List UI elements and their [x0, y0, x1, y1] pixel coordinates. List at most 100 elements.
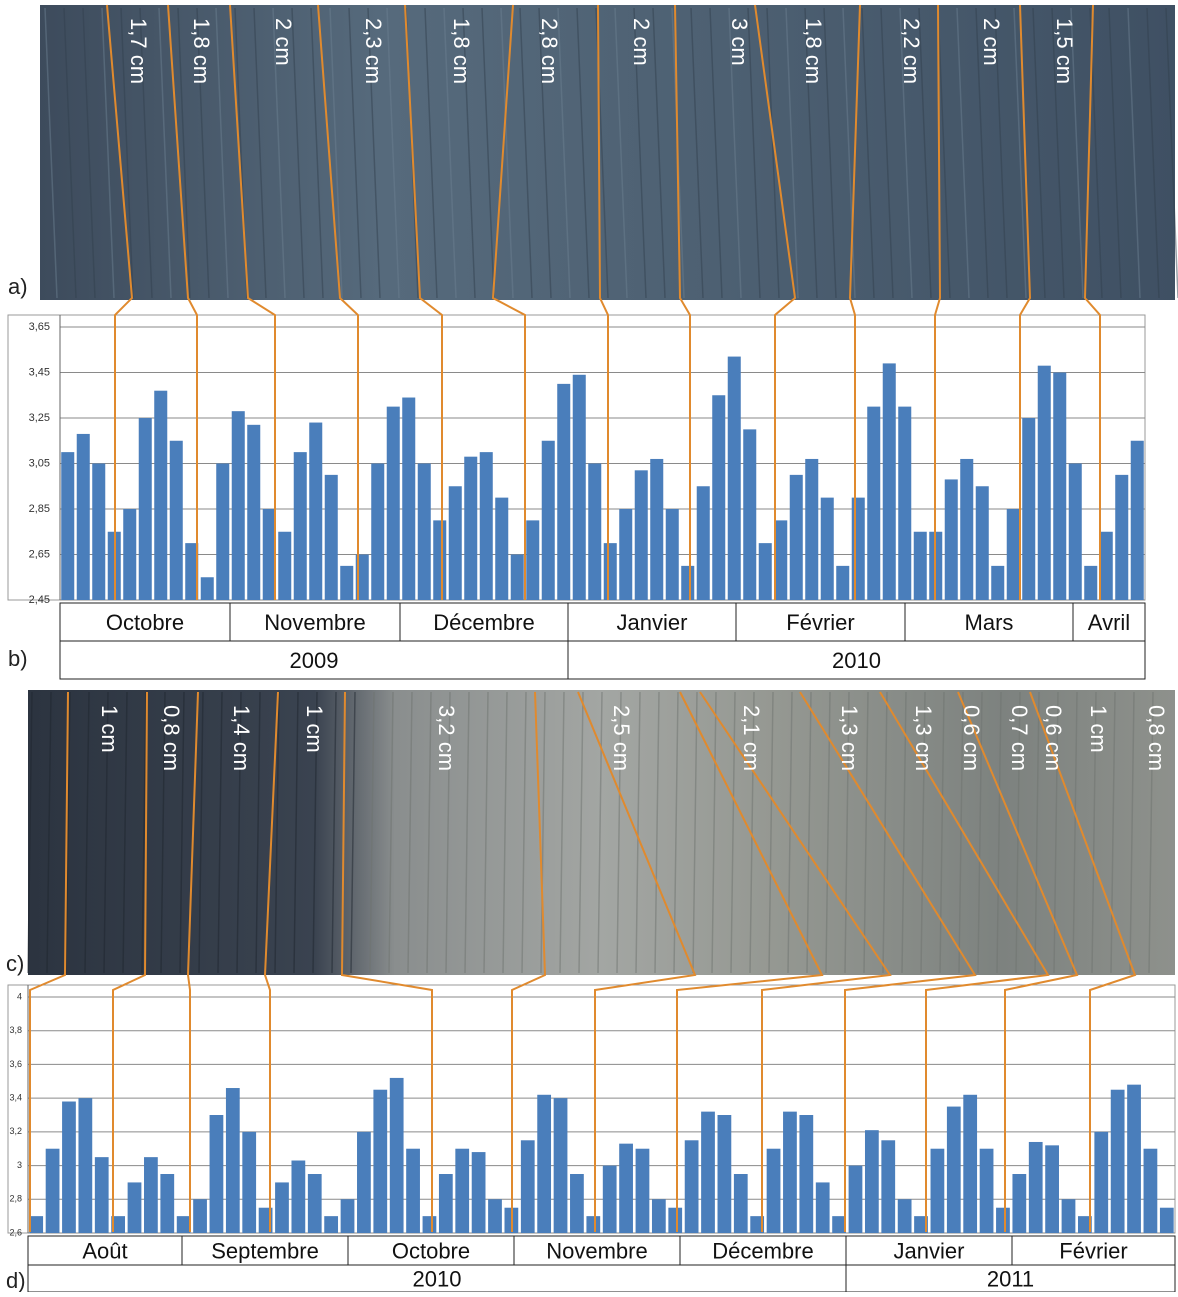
bar [1094, 1131, 1109, 1233]
layer-thickness: 2 cm [629, 18, 654, 66]
month-label: Avril [1088, 610, 1130, 635]
bar [897, 1199, 912, 1233]
layer-boundary [879, 691, 1050, 1232]
bar [717, 1115, 732, 1233]
streak [977, 691, 983, 974]
bar [526, 520, 540, 600]
layer-thickness: 2,3 cm [361, 18, 386, 84]
streak [692, 691, 698, 974]
layer-thickness: 2 cm [271, 18, 296, 66]
bar [946, 1106, 961, 1233]
streak [1072, 691, 1078, 974]
bar [602, 1165, 617, 1233]
bar [588, 463, 602, 600]
streak [730, 691, 736, 974]
streak [369, 691, 375, 974]
layer-thickness: 2,1 cm [739, 705, 764, 771]
bar [975, 486, 989, 600]
layer-boundary [799, 691, 977, 1232]
layer-thickness: 1,8 cm [801, 18, 826, 84]
streak [633, 7, 647, 299]
bar [665, 509, 679, 600]
panel-label: c) [6, 951, 24, 976]
bar [76, 433, 90, 600]
bar [309, 422, 323, 600]
y-tick-label: 2,85 [29, 503, 50, 515]
bar [799, 1115, 814, 1233]
bar [357, 1131, 371, 1233]
year-label: 2011 [987, 1266, 1034, 1291]
bar [262, 509, 276, 600]
bar [848, 1165, 863, 1233]
bar [225, 1088, 240, 1233]
streak [348, 7, 362, 299]
bar [495, 497, 509, 600]
layer-boundary [167, 4, 198, 600]
bar [898, 406, 912, 600]
bar [185, 543, 199, 600]
layer-boundary [29, 691, 69, 1232]
bar [389, 1077, 404, 1233]
streak [975, 7, 989, 299]
streak [84, 691, 90, 974]
streak [215, 7, 229, 299]
streak [1146, 7, 1160, 299]
streak [540, 691, 546, 974]
bar [882, 363, 896, 600]
streak [521, 691, 527, 974]
streak [956, 7, 970, 299]
bar [176, 1216, 191, 1233]
streak [1013, 7, 1027, 299]
bar [293, 452, 307, 600]
streak [1148, 691, 1154, 974]
streak [1129, 691, 1135, 974]
layer-thickness: 1,4 cm [229, 705, 254, 771]
bar [29, 1216, 44, 1233]
bar [438, 1174, 453, 1233]
month-label: Octobre [392, 1238, 470, 1263]
y-tick-label: 3,6 [9, 1059, 22, 1069]
bar [154, 390, 168, 600]
bar [727, 356, 741, 600]
month-label: Août [82, 1238, 127, 1263]
bar [1012, 1174, 1027, 1233]
bar [570, 1174, 584, 1233]
bar [340, 1199, 355, 1233]
bar [216, 463, 230, 600]
streak [462, 7, 476, 299]
layer-thickness: 2,8 cm [537, 18, 562, 84]
bar [127, 1182, 142, 1233]
bar [45, 1148, 60, 1233]
bar [586, 1216, 601, 1233]
bar [144, 1157, 158, 1233]
layer-thickness: 0,6 cm [1041, 705, 1066, 771]
bar [696, 486, 710, 600]
streak [939, 691, 945, 974]
streak [198, 691, 204, 974]
bar [406, 1148, 420, 1233]
bar [123, 509, 137, 600]
layer-boundary [674, 4, 691, 600]
layer-boundary [186, 691, 199, 1232]
bar [783, 1111, 797, 1233]
streak [158, 7, 172, 299]
streak [787, 691, 793, 974]
y-tick-label: 2,45 [29, 594, 50, 606]
bar [278, 531, 292, 600]
layer-boundary [511, 691, 547, 1232]
bar [572, 374, 586, 600]
streak [120, 7, 134, 299]
bar [750, 1216, 765, 1233]
layer-thickness: 1 cm [1086, 705, 1111, 753]
bar [1061, 1199, 1076, 1233]
streak [122, 691, 128, 974]
bar [464, 456, 478, 600]
streak [578, 691, 584, 974]
layer-thickness: 0,6 cm [959, 705, 984, 771]
streak [101, 7, 115, 299]
bar [881, 1140, 896, 1233]
layer-thickness: 1 cm [97, 705, 122, 753]
streak [272, 7, 286, 299]
layer-thickness: 2 cm [979, 18, 1004, 66]
layer-boundary [848, 4, 861, 600]
